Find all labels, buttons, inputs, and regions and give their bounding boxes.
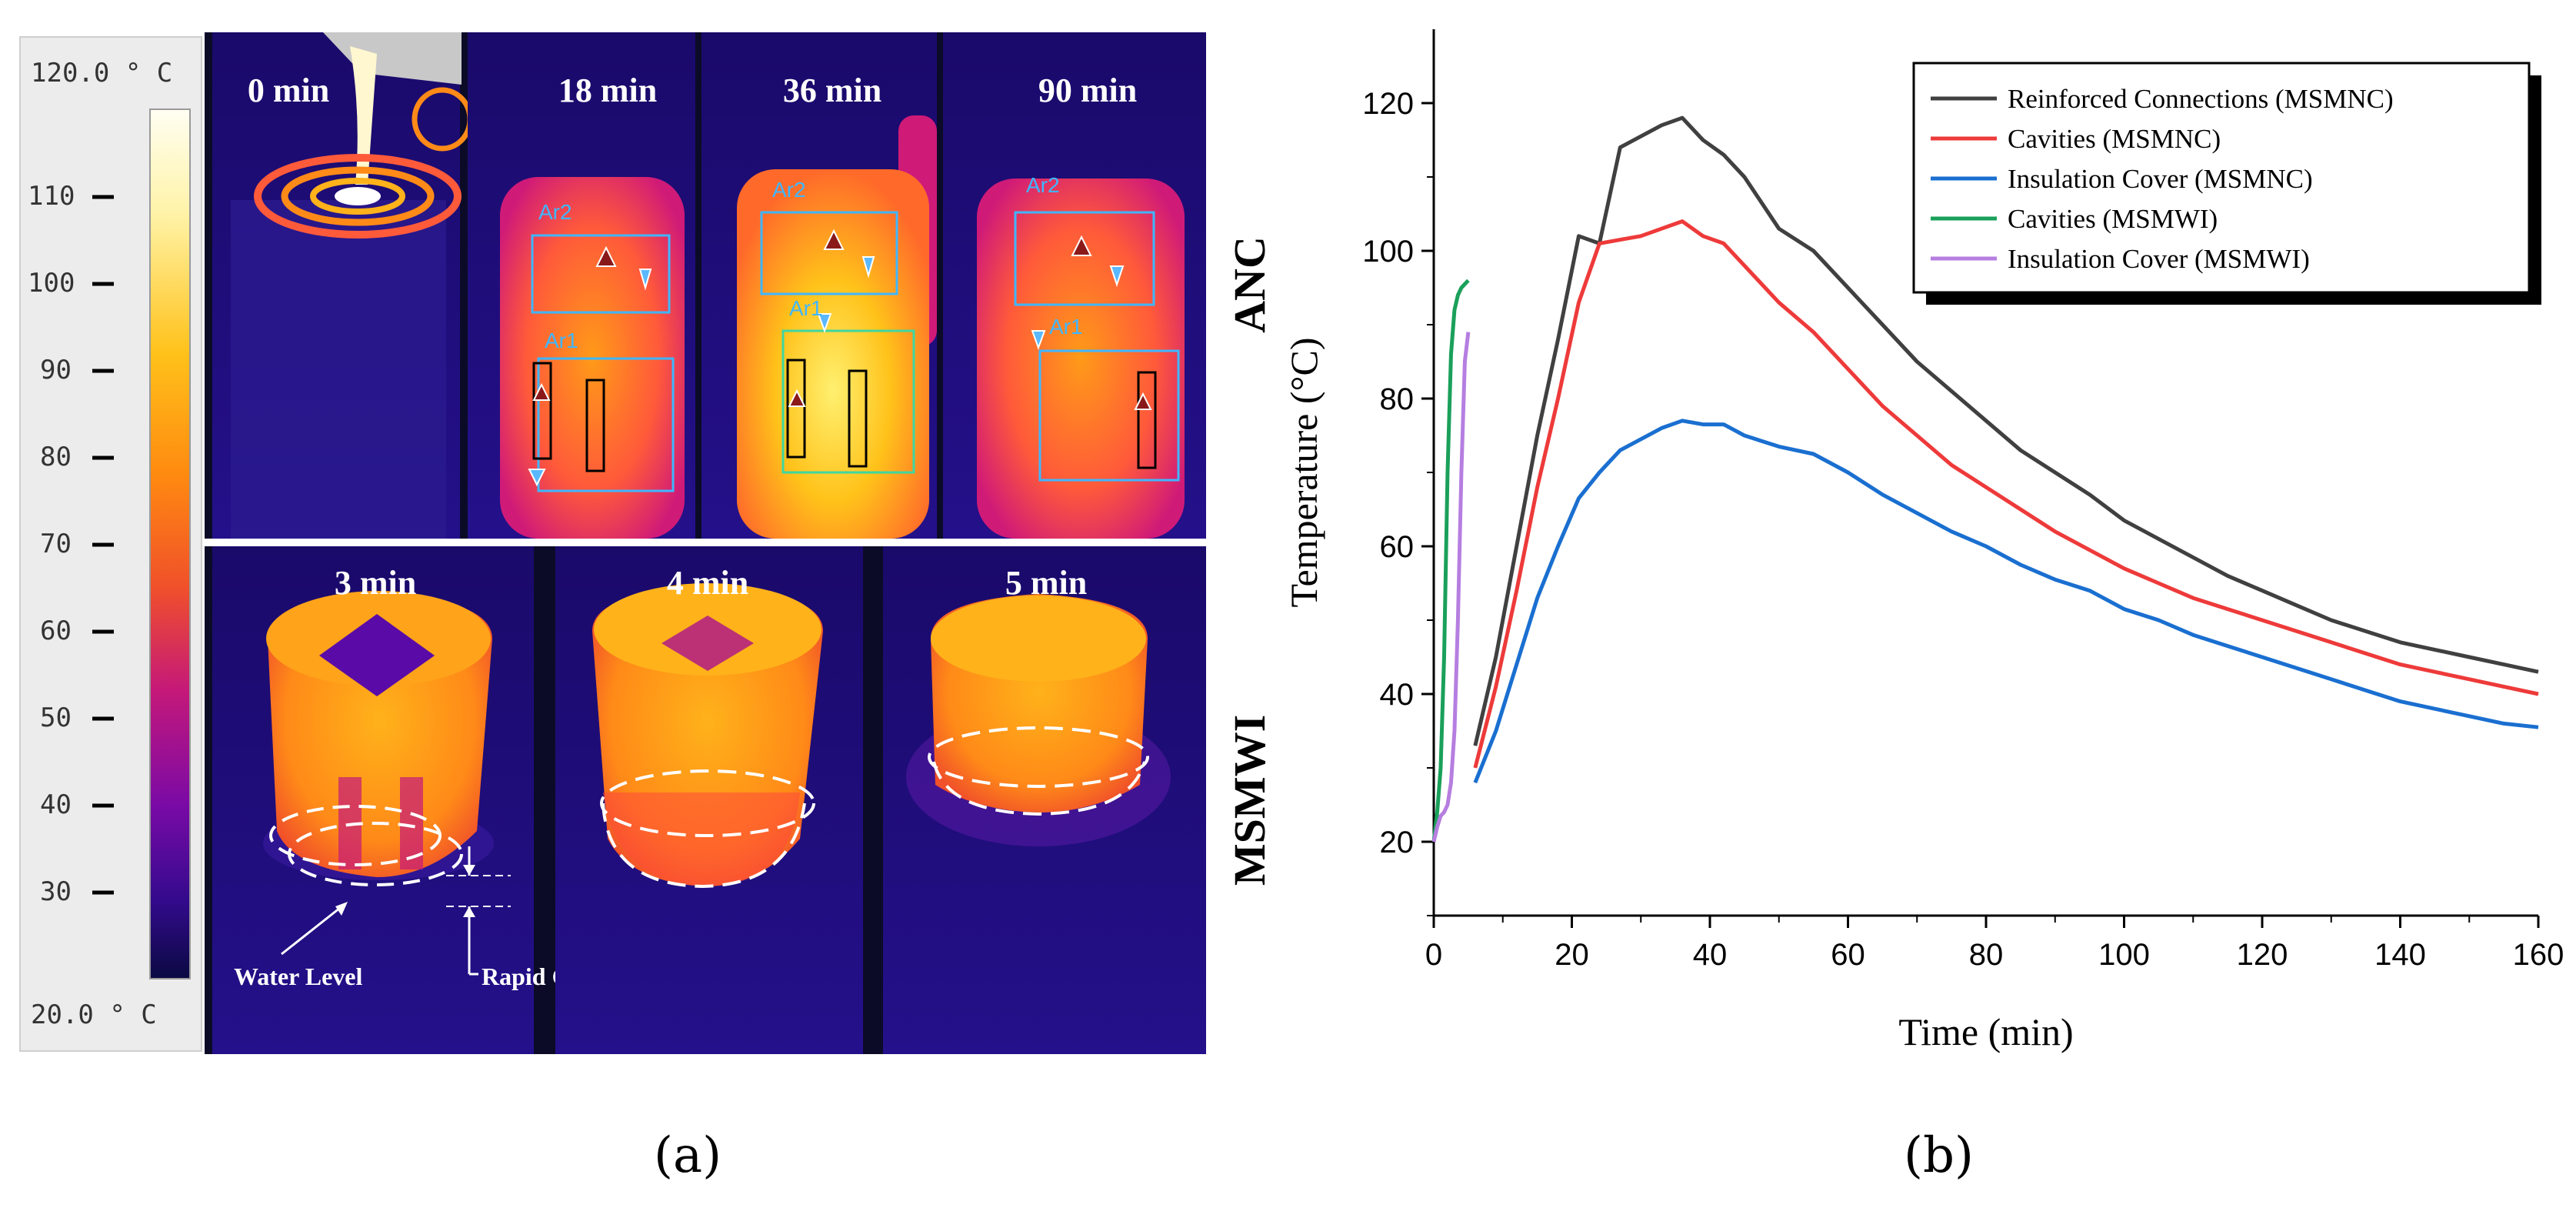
- colorbar-tick: 90: [40, 355, 72, 385]
- region-label: Ar2: [772, 178, 806, 202]
- water-level-label: Water Level: [234, 963, 362, 990]
- x-tick-label: 100: [2098, 938, 2150, 972]
- colorbar-tick: 80: [40, 442, 72, 472]
- legend: Reinforced Connections (MSMNC) Cavities (…: [1912, 62, 2541, 305]
- frame-5-min: 5 min: [883, 546, 1206, 1054]
- region-label: Ar2: [538, 200, 572, 224]
- caption-a: (a): [654, 1127, 722, 1184]
- legend-box: [1912, 62, 2531, 294]
- thermal-figure: 120.0 ° C 20.0 ° C 110 100 90 80 70 60 5…: [19, 32, 1206, 1054]
- frame-36-min: Ar2 Ar1 36 min: [701, 32, 937, 539]
- series-lines: [1431, 115, 2539, 843]
- y-tick-label: 120: [1362, 87, 1414, 121]
- temperature-chart: 0 20 40 60 80 100 120 140 160 20 40 60 80 100 120 Rei…: [1225, 29, 2564, 1053]
- colorbar-tick: 110: [28, 181, 75, 212]
- colorbar-min-label: 20.0 ° C: [31, 999, 157, 1030]
- x-tick-label: 20: [1555, 938, 1589, 972]
- y-tick-label: 20: [1380, 826, 1415, 859]
- side-label-anc: ANC: [1225, 236, 1275, 333]
- series-line-2: [1473, 219, 2539, 769]
- region-label: Ar1: [1049, 315, 1083, 339]
- colorbar-tick: 60: [40, 616, 72, 646]
- y-axis-title: Temperature (°C): [1282, 337, 1325, 607]
- x-ticks: 0 20 40 60 80 100 120 140 160: [1425, 916, 2564, 972]
- frame-label: 5 min: [1005, 564, 1087, 602]
- x-tick-label: 60: [1831, 938, 1865, 972]
- region-label: Ar1: [789, 296, 823, 320]
- x-tick-label: 80: [1969, 938, 2004, 972]
- region-label: Ar1: [545, 329, 578, 352]
- frame-label: 90 min: [1038, 72, 1137, 109]
- x-tick-label: 0: [1425, 938, 1442, 972]
- panel-a: 120.0 ° C 20.0 ° C 110 100 90 80 70 60 5…: [0, 0, 1215, 1077]
- series-line-4: [1431, 279, 1470, 843]
- frame-4-min: 4 min: [555, 546, 863, 1054]
- colorbar-tick: 40: [40, 789, 72, 820]
- y-tick-label: 60: [1380, 530, 1415, 564]
- y-tick-label: 100: [1362, 235, 1414, 269]
- x-tick-label: 140: [2374, 938, 2426, 972]
- frame-label: 0 min: [248, 72, 329, 109]
- y-tick-label: 80: [1380, 382, 1415, 416]
- region-label: Ar2: [1026, 173, 1060, 197]
- colorbar-tick: 100: [28, 268, 75, 299]
- x-tick-label: 40: [1693, 938, 1728, 972]
- legend-label: Insulation Cover (MSMWI): [2008, 244, 2310, 274]
- legend-label: Cavities (MSMWI): [2008, 204, 2218, 234]
- colorbar-ticks: 110 100 90 80 70 60 50 40 30: [28, 181, 114, 907]
- x-tick-label: 160: [2513, 938, 2564, 972]
- legend-label: Reinforced Connections (MSMNC): [2008, 84, 2394, 114]
- legend-label: Cavities (MSMNC): [2008, 124, 2221, 154]
- series-line-5: [1431, 332, 1471, 843]
- colorbar-tick: 70: [40, 529, 72, 559]
- colorbar-tick: 50: [40, 702, 72, 733]
- frame-0-min: 0 min: [212, 32, 473, 539]
- colorbar-gradient: [149, 108, 191, 979]
- x-tick-label: 120: [2237, 938, 2288, 972]
- caption-b: (b): [1904, 1127, 1974, 1184]
- panel-b: 0 20 40 60 80 100 120 140 160 20 40 60 80 100 120 Rei…: [1215, 0, 2576, 1081]
- frame-label: 36 min: [783, 72, 881, 109]
- x-axis-title: Time (min): [1898, 1010, 2073, 1053]
- frame-90-min: Ar2 Ar1 90 min: [943, 32, 1206, 539]
- frame-label: 18 min: [558, 72, 657, 109]
- series-line-3: [1473, 419, 2539, 784]
- frame-label: 4 min: [667, 564, 748, 602]
- side-label-msmwi: MSMWI: [1225, 715, 1275, 886]
- frame-18-min: Ar2 Ar1 18 min: [468, 32, 695, 539]
- legend-label: Insulation Cover (MSMNC): [2008, 164, 2313, 194]
- colorbar-tick: 30: [40, 876, 72, 907]
- frame-label: 3 min: [335, 564, 416, 602]
- colorbar-max-label: 120.0 ° C: [31, 58, 172, 88]
- y-tick-label: 40: [1380, 678, 1415, 712]
- y-ticks: 20 40 60 80 100 120: [1362, 87, 1434, 916]
